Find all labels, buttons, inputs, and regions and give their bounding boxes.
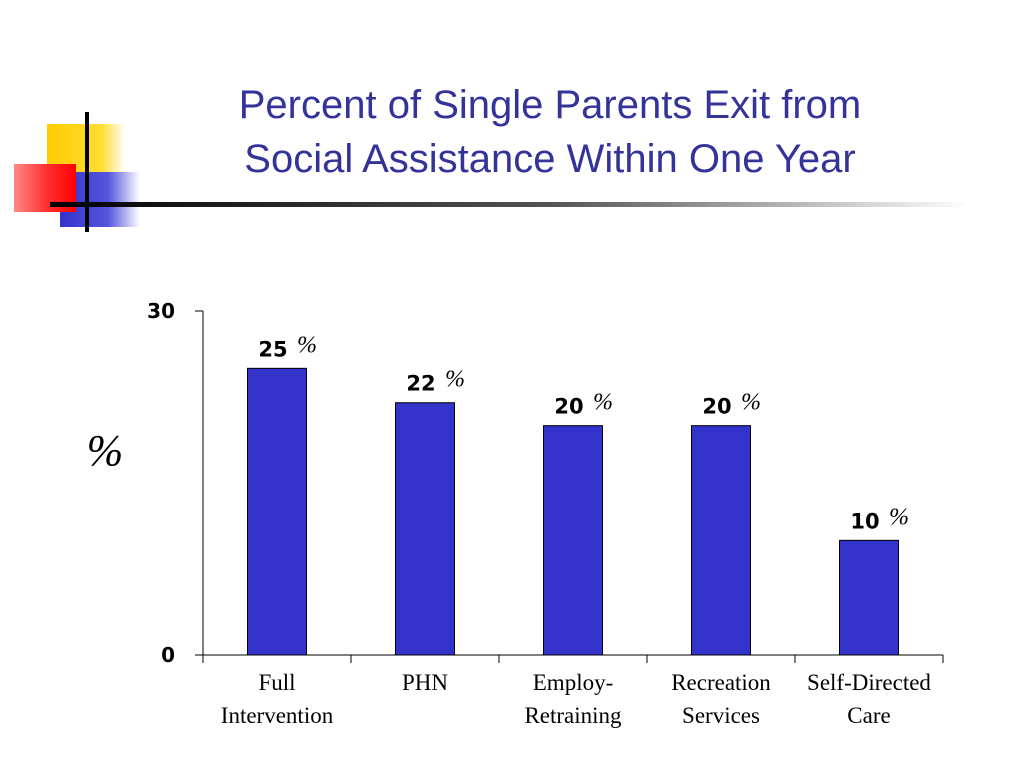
y-axis-label: % (87, 426, 124, 475)
data-label: 20 (702, 395, 731, 419)
bar (247, 367, 307, 656)
data-label-suffix: % (741, 390, 761, 416)
x-tick-label: Employ- (533, 670, 614, 695)
data-label-suffix: % (445, 367, 465, 393)
data-label: 25 (258, 337, 287, 361)
x-tick-label: Self-Directed (807, 670, 931, 695)
y-tick-label: 30 (147, 299, 175, 323)
y-tick-label: 0 (161, 643, 175, 667)
chart-labels: 25 % Full Intervention 22 % PHN 20 % Employ- Retra… (221, 332, 932, 728)
x-tick-label: Intervention (221, 703, 334, 728)
data-label-suffix: % (297, 332, 317, 358)
decorative-corner-graphic (14, 112, 970, 232)
x-tick-label: Care (847, 703, 890, 728)
x-tick-label: Services (682, 703, 760, 728)
data-label: 20 (554, 395, 583, 419)
bar (395, 402, 455, 656)
data-label-suffix: % (593, 390, 613, 416)
bar (543, 425, 603, 656)
x-tick-label: Retraining (524, 703, 622, 728)
deco-vertical-line (85, 112, 89, 232)
deco-horizontal-rule (50, 202, 970, 207)
chart-axes: 0 30% (87, 299, 944, 667)
x-tick-label: Recreation (671, 670, 771, 695)
title-line-1: Percent of Single Parents Exit from (238, 83, 862, 127)
data-label-suffix: % (889, 504, 909, 530)
bar (839, 539, 899, 656)
bar (691, 425, 751, 656)
data-label: 10 (850, 509, 879, 533)
data-label: 22 (406, 372, 435, 396)
page-title: Percent of Single Parents Exit from Soci… (150, 78, 950, 186)
chart-bars (247, 367, 899, 656)
x-tick-label: PHN (402, 670, 448, 695)
title-line-2: Social Assistance Within One Year (244, 137, 856, 181)
x-tick-label: Full (258, 670, 295, 695)
